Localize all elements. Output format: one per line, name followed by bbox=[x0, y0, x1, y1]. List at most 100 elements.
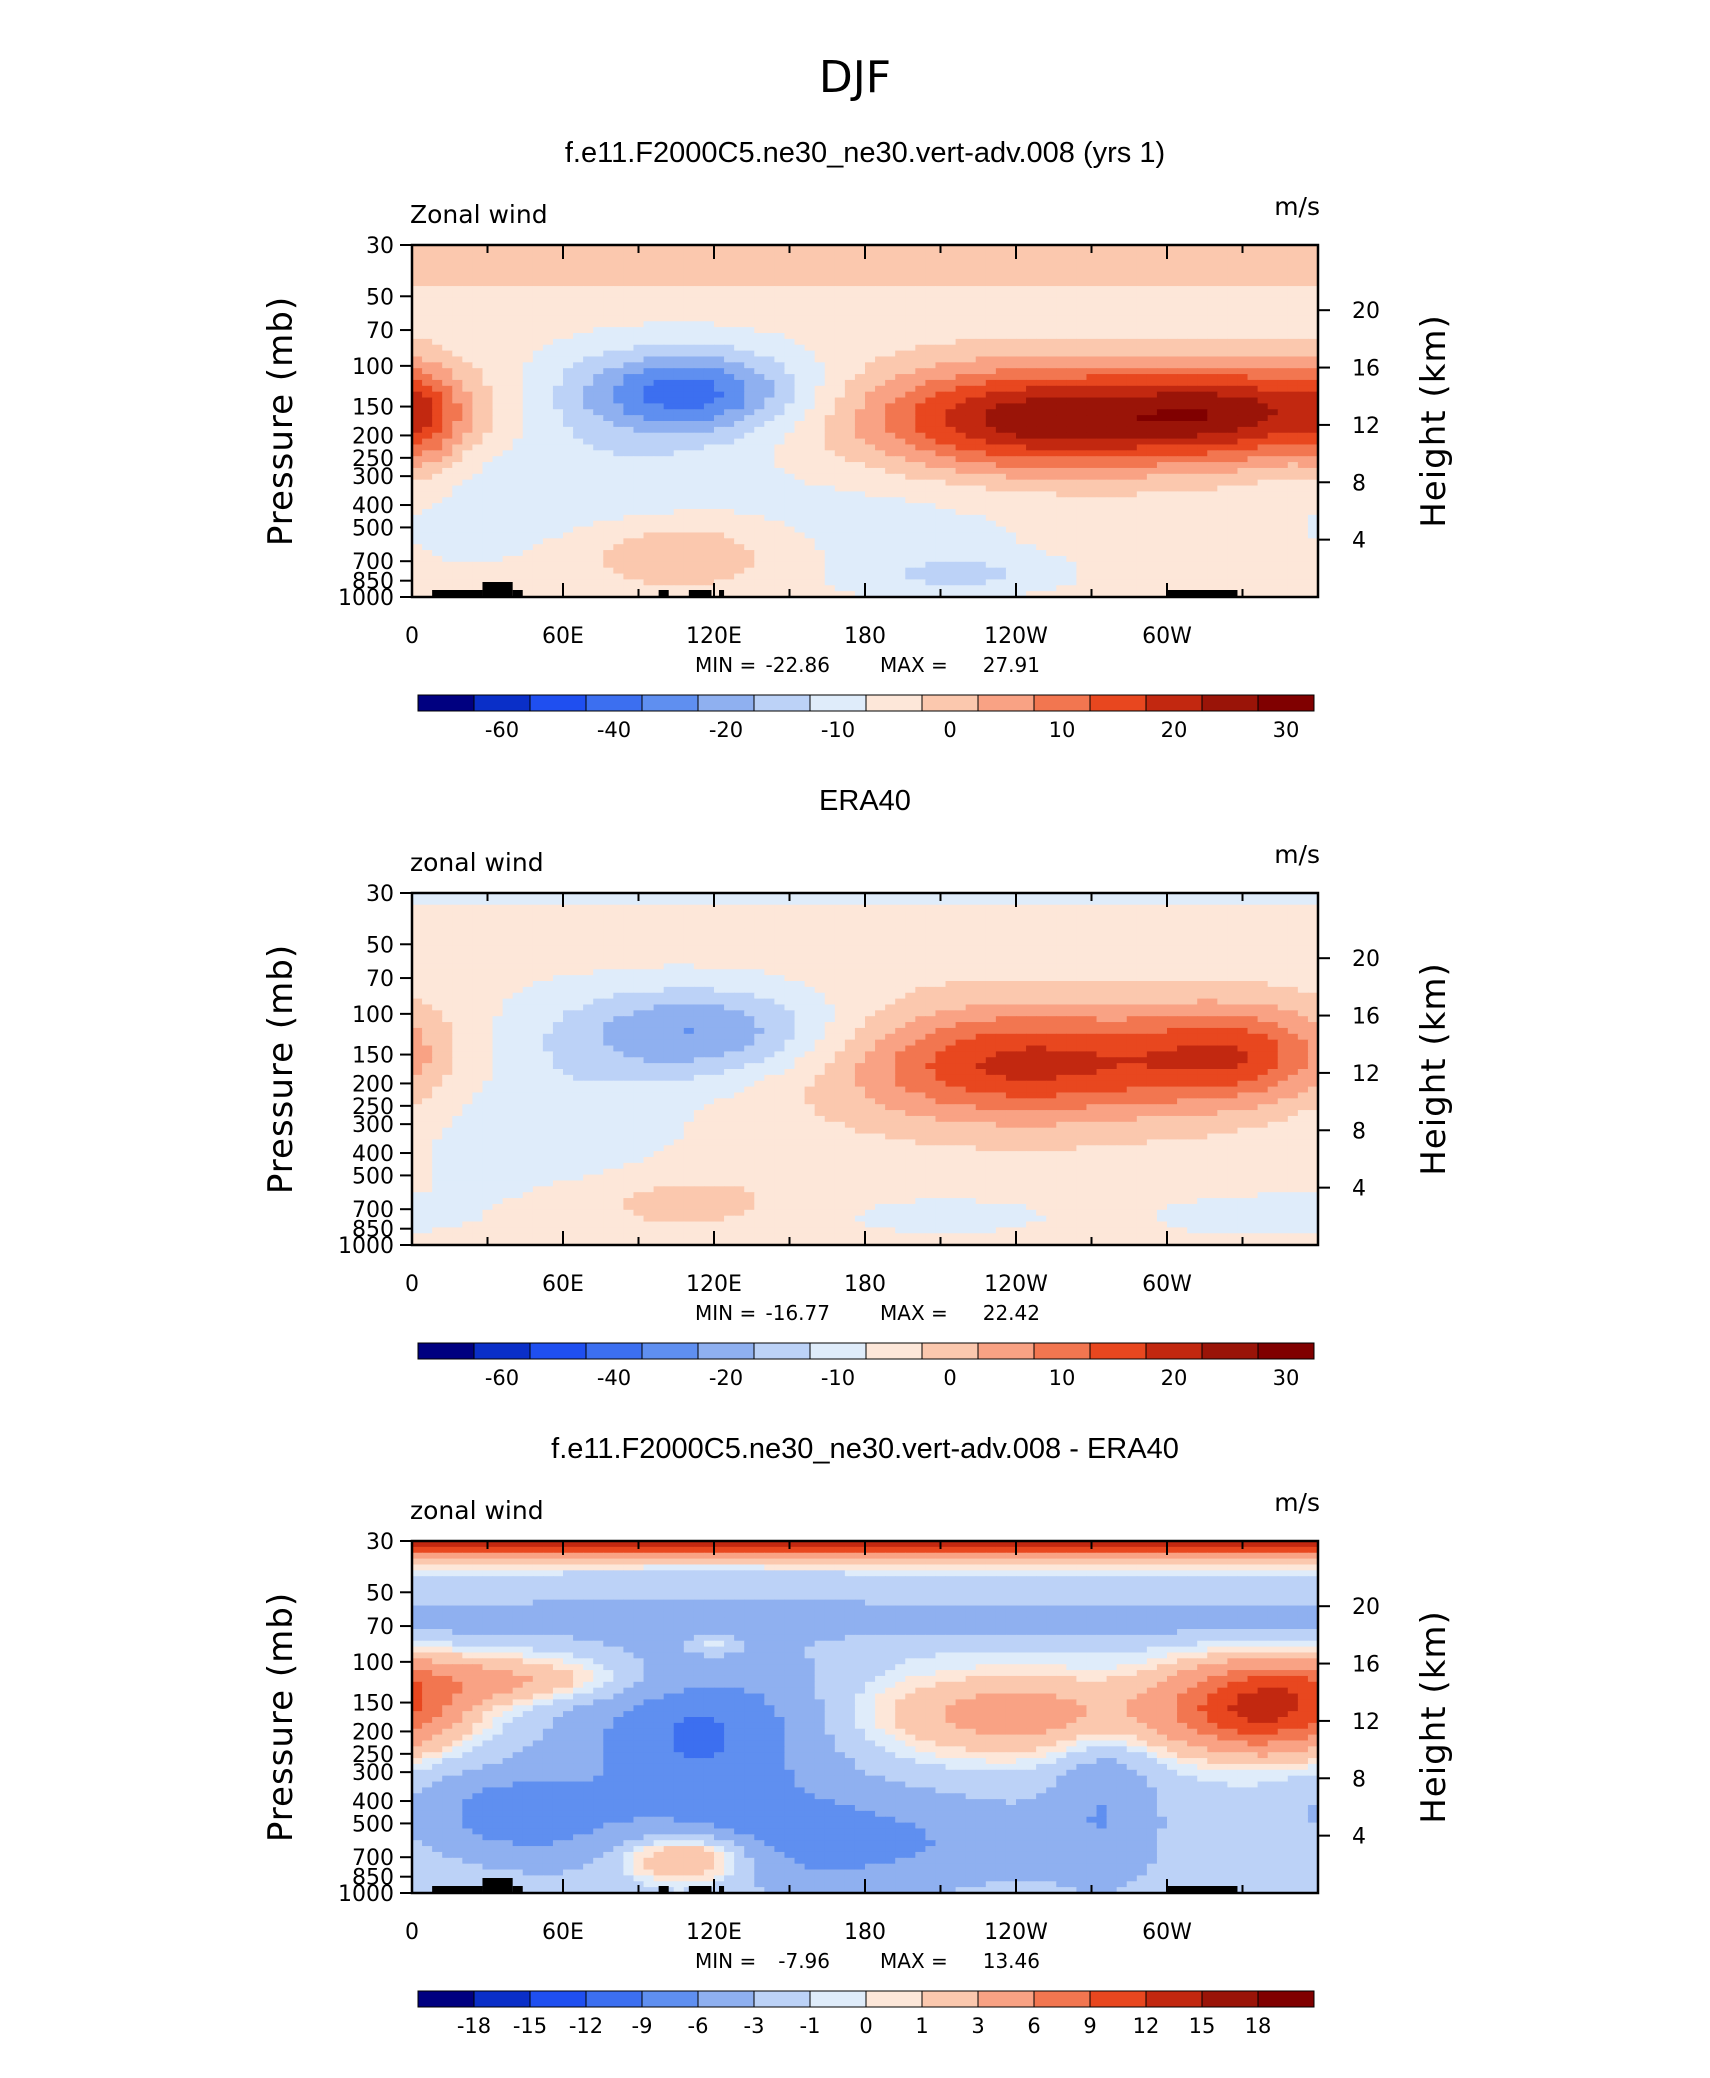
colorbar-tick-label: -6 bbox=[688, 2014, 709, 2038]
colorbar-swatch bbox=[1090, 1343, 1146, 1359]
colorbar-swatch bbox=[754, 1991, 810, 2007]
colorbar-swatch bbox=[474, 1343, 530, 1359]
variable-label: Zonal wind bbox=[410, 200, 548, 229]
pressure-tick-label: 50 bbox=[366, 285, 394, 310]
colorbar-tick-label: -20 bbox=[709, 1366, 743, 1390]
colorbar-swatch bbox=[922, 695, 978, 711]
colorbar-tick-label: -15 bbox=[513, 2014, 547, 2038]
colorbar-swatch bbox=[418, 1991, 474, 2007]
colorbar-swatch bbox=[978, 695, 1034, 711]
colorbar-tick-label: 10 bbox=[1049, 718, 1076, 742]
min-value: -7.96 bbox=[778, 1949, 830, 1973]
colorbar-swatch bbox=[1146, 695, 1202, 711]
height-tick-label: 12 bbox=[1352, 1062, 1380, 1087]
lon-tick-label: 60W bbox=[1142, 1920, 1192, 1945]
lon-tick-label: 0 bbox=[405, 1272, 419, 1297]
colorbar-tick-label: 3 bbox=[971, 2014, 984, 2038]
colorbar-tick-label: 12 bbox=[1133, 2014, 1160, 2038]
pressure-tick-label: 200 bbox=[352, 424, 394, 449]
pressure-tick-label: 30 bbox=[366, 234, 394, 259]
colorbar-swatch bbox=[586, 1991, 642, 2007]
panel-1: f.e11.F2000C5.ne30_ne30.vert-adv.008 (yr… bbox=[261, 137, 1454, 742]
height-axis-title: Height (km) bbox=[1414, 962, 1454, 1176]
pressure-tick-label: 500 bbox=[352, 516, 394, 541]
max-value: 13.46 bbox=[983, 1949, 1040, 1973]
pressure-tick-label: 150 bbox=[352, 1692, 394, 1717]
colorbar-tick-label: -3 bbox=[744, 2014, 765, 2038]
colorbar-tick-label: -20 bbox=[709, 718, 743, 742]
pressure-tick-label: 300 bbox=[352, 1113, 394, 1138]
min-label: MIN = bbox=[695, 1301, 756, 1325]
pressure-tick-label: 300 bbox=[352, 465, 394, 490]
colorbar-swatch bbox=[866, 1991, 922, 2007]
colorbar-tick-label: 0 bbox=[943, 718, 956, 742]
colorbar-swatch bbox=[754, 1343, 810, 1359]
colorbar-swatch bbox=[1258, 1991, 1314, 2007]
colorbar-swatch bbox=[1202, 695, 1258, 711]
panel-title: f.e11.F2000C5.ne30_ne30.vert-adv.008 (yr… bbox=[565, 137, 1165, 169]
pressure-tick-label: 50 bbox=[366, 933, 394, 958]
colorbar-swatch bbox=[474, 1991, 530, 2007]
height-axis-title: Height (km) bbox=[1414, 314, 1454, 528]
max-label: MAX = bbox=[880, 1301, 948, 1325]
colorbar-tick-label: -60 bbox=[485, 1366, 519, 1390]
colorbar-swatch bbox=[866, 1343, 922, 1359]
pressure-tick-label: 200 bbox=[352, 1072, 394, 1097]
colorbar-swatch bbox=[1202, 1991, 1258, 2007]
colorbar-swatch bbox=[810, 695, 866, 711]
pressure-tick-label: 100 bbox=[352, 1651, 394, 1676]
max-label: MAX = bbox=[880, 1949, 948, 1973]
colorbar-tick-label: 30 bbox=[1273, 1366, 1300, 1390]
lon-tick-label: 60E bbox=[542, 624, 584, 649]
min-label: MIN = bbox=[695, 1949, 756, 1973]
pressure-tick-label: 70 bbox=[366, 1615, 394, 1640]
contour-field bbox=[412, 1541, 1319, 1894]
pressure-axis-title: Pressure (mb) bbox=[261, 1592, 301, 1842]
contour-field bbox=[412, 245, 1319, 598]
colorbar-swatch bbox=[1090, 1991, 1146, 2007]
pressure-tick-label: 100 bbox=[352, 1003, 394, 1028]
lon-tick-label: 60W bbox=[1142, 624, 1192, 649]
height-tick-label: 20 bbox=[1352, 1595, 1380, 1620]
colorbar-swatch bbox=[810, 1991, 866, 2007]
colorbar-tick-label: -9 bbox=[632, 2014, 653, 2038]
min-value: -16.77 bbox=[766, 1301, 830, 1325]
min-max-readout: MIN = -7.96 MAX = 13.46 bbox=[695, 1949, 1040, 1973]
min-label: MIN = bbox=[695, 653, 756, 677]
colorbar-swatch bbox=[1146, 1343, 1202, 1359]
colorbar-swatch bbox=[698, 1991, 754, 2007]
lon-tick-label: 180 bbox=[844, 1920, 886, 1945]
height-tick-label: 4 bbox=[1352, 1825, 1366, 1850]
lon-tick-label: 180 bbox=[844, 1272, 886, 1297]
colorbar-swatch bbox=[530, 695, 586, 711]
lon-tick-label: 120E bbox=[686, 1272, 742, 1297]
pressure-tick-label: 100 bbox=[352, 355, 394, 380]
pressure-tick-label: 400 bbox=[352, 1142, 394, 1167]
pressure-tick-label: 150 bbox=[352, 1044, 394, 1069]
panel-title: ERA40 bbox=[819, 785, 911, 817]
colorbar-swatch bbox=[474, 695, 530, 711]
max-value: 27.91 bbox=[983, 653, 1040, 677]
lon-tick-label: 0 bbox=[405, 1920, 419, 1945]
colorbar-tick-label: -10 bbox=[821, 1366, 855, 1390]
pressure-tick-label: 300 bbox=[352, 1761, 394, 1786]
panel-title: f.e11.F2000C5.ne30_ne30.vert-adv.008 - E… bbox=[551, 1433, 1179, 1465]
colorbar-swatch bbox=[1258, 1343, 1314, 1359]
colorbar-tick-label: 9 bbox=[1083, 2014, 1096, 2038]
lon-tick-label: 60E bbox=[542, 1272, 584, 1297]
height-tick-label: 8 bbox=[1352, 471, 1366, 496]
panel-3: f.e11.F2000C5.ne30_ne30.vert-adv.008 - E… bbox=[261, 1433, 1454, 2038]
colorbar-tick-label: 20 bbox=[1161, 718, 1188, 742]
height-tick-label: 16 bbox=[1352, 357, 1380, 382]
colorbar-tick-label: 6 bbox=[1027, 2014, 1040, 2038]
colorbar-swatch bbox=[642, 1343, 698, 1359]
colorbar-tick-label: -1 bbox=[800, 2014, 821, 2038]
colorbar-swatch bbox=[642, 1991, 698, 2007]
